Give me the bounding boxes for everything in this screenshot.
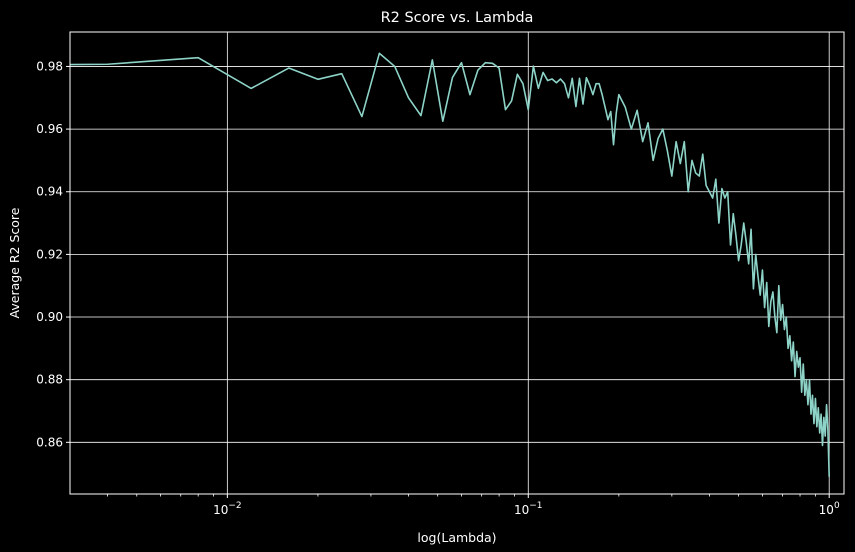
ticks-layer: 10−2 10−1 100 0.86 0.88 0.90 0.92 0.94 0.96 0.98: [36, 59, 840, 517]
series-layer: [70, 52, 830, 477]
x-tick-label: 100: [819, 501, 840, 517]
y-tick-label: 0.94: [36, 185, 63, 199]
x-tick-label: 10−1: [514, 501, 543, 517]
axes-frame: [69, 31, 845, 495]
y-tick-label: 0.92: [36, 247, 63, 261]
x-tick-label: 10−2: [213, 501, 242, 517]
plot-area: [70, 32, 844, 494]
y-tick-label: 0.96: [36, 122, 63, 136]
axes-layer: [69, 31, 845, 495]
y-tick-label: 0.88: [36, 373, 63, 387]
y-tick-label: 0.98: [36, 59, 63, 73]
y-axis-label: Average R2 Score: [7, 207, 22, 318]
y-tick-label: 0.86: [36, 435, 63, 449]
x-axis-label: log(Lambda): [417, 530, 496, 545]
chart-title: R2 Score vs. Lambda: [381, 10, 534, 26]
series-line: [70, 52, 830, 477]
grid-layer: [70, 32, 844, 494]
y-tick-label: 0.90: [36, 310, 63, 324]
